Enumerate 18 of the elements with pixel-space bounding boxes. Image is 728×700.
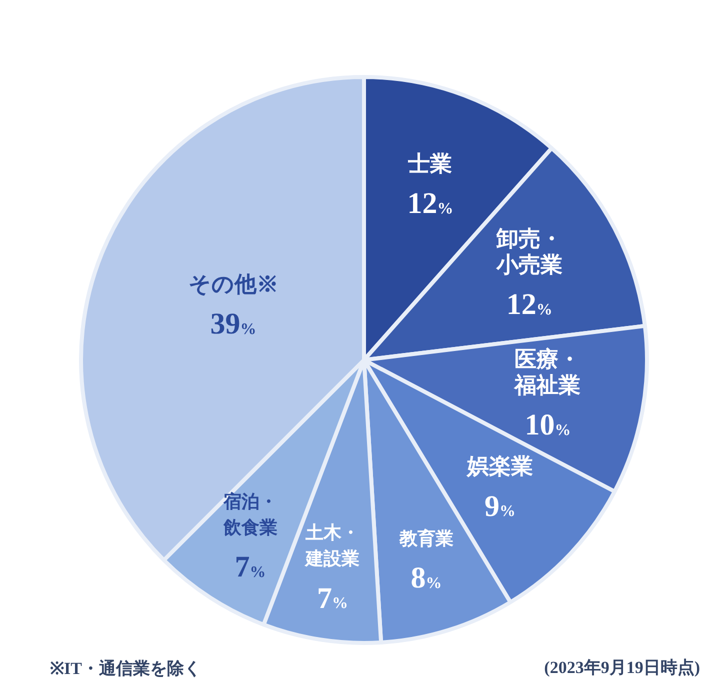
data-label: 7%: [234, 550, 266, 584]
slice-label: 宿泊・飲食業: [222, 492, 278, 538]
slice-label: その他※: [188, 272, 278, 297]
slice-label: 士業: [407, 151, 452, 176]
text: ※IT・通信業を除く: [50, 658, 201, 680]
data-label: 7%: [316, 582, 348, 615]
slice-label: 医療・福祉業: [514, 346, 581, 398]
slice-label: 教育業: [398, 528, 454, 549]
data-label: 9%: [484, 490, 516, 523]
data-label: 10%: [524, 408, 571, 442]
text: (2023年9月19日時点): [544, 657, 700, 679]
slice-label: 土木・建設業: [303, 522, 360, 569]
data-label: 12%: [407, 187, 454, 220]
slice-label: 卸売・小売業: [495, 226, 562, 277]
data-label: 39%: [210, 308, 256, 341]
data-label: 12%: [506, 288, 552, 321]
data-label: 8%: [410, 562, 442, 595]
slice-label: 娯楽業: [466, 454, 533, 479]
